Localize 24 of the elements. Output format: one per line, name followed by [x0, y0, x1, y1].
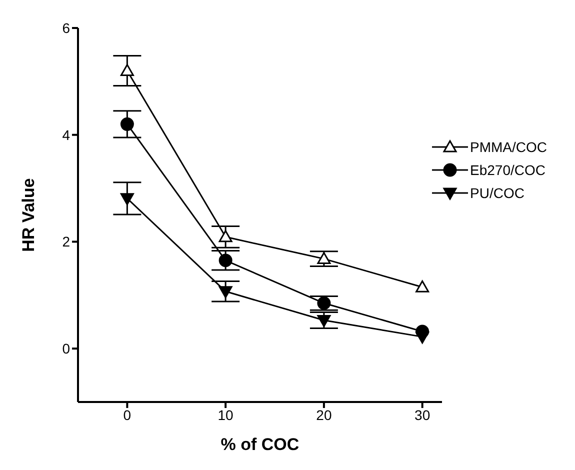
point	[120, 193, 134, 206]
y-tick-label: 6	[62, 20, 70, 36]
legend-label: Eb270/COC	[470, 162, 546, 178]
point	[120, 117, 134, 131]
point	[317, 252, 331, 264]
point	[317, 296, 331, 310]
point	[416, 332, 430, 344]
x-tick-label: 20	[316, 406, 332, 423]
point	[120, 64, 134, 76]
x-axis-title: % of COC	[220, 435, 300, 454]
point	[218, 286, 232, 298]
y-tick-label: 0	[62, 340, 70, 357]
x-tick-label: 10	[218, 406, 234, 423]
x-tick-label: 30	[414, 406, 430, 423]
legend-label: PMMA/COC	[470, 139, 547, 155]
point	[218, 230, 232, 242]
point	[317, 315, 331, 328]
point	[218, 254, 232, 268]
y-axis-title: HR Value	[19, 178, 38, 252]
y-tick-label: 2	[62, 234, 70, 250]
point	[416, 280, 430, 292]
x-tick-label: 0	[123, 406, 132, 423]
legend-label: PU/COC	[470, 185, 524, 201]
y-tick-label: 4	[62, 126, 70, 143]
